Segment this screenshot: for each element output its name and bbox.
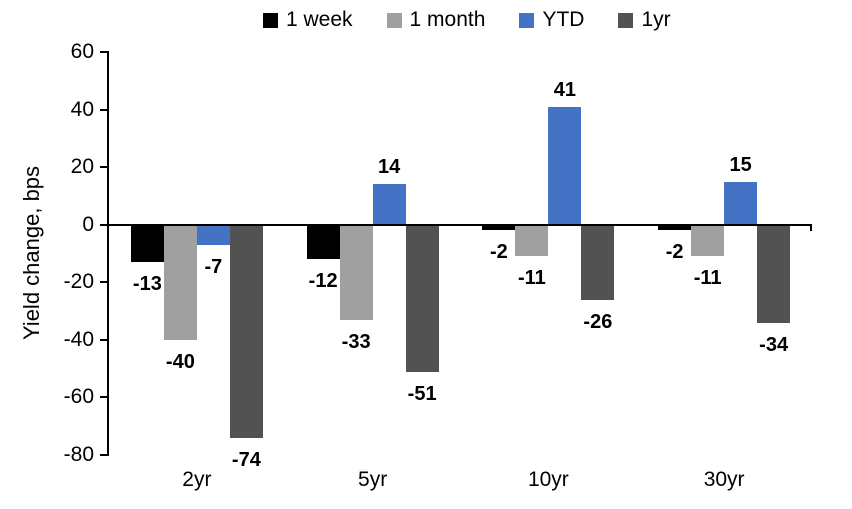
legend-label: 1 month: [409, 8, 486, 31]
bar-value-label: -2: [489, 241, 508, 264]
chart-legend: 1 week 1 month YTD 1yr: [263, 8, 671, 32]
bar-value-label: -11: [517, 267, 546, 290]
bar-value-label: -7: [204, 255, 223, 278]
y-tick-label: 0: [82, 212, 94, 236]
legend-label: 1 week: [286, 8, 353, 31]
y-tick-label: 60: [70, 40, 94, 63]
legend-label: YTD: [542, 8, 585, 31]
x-axis-category-label: 5yr: [358, 468, 388, 491]
y-axis-line: [107, 52, 109, 455]
bar-value-label: -13: [132, 273, 162, 296]
y-tick-label: -20: [63, 270, 94, 294]
y-tick-mark: [100, 396, 109, 399]
bar-value-label: 14: [378, 156, 401, 179]
legend-item: 1 month: [386, 8, 486, 32]
bar-value-label: -51: [407, 382, 437, 405]
bar-1-week-10yr: [482, 224, 516, 231]
bar-1-week-5yr: [306, 224, 340, 260]
y-axis-title: Yield change, bps: [19, 165, 44, 341]
bar-value-label: -12: [308, 270, 338, 293]
bar-YTD-5yr: [372, 184, 406, 225]
bar-1yr-30yr: [757, 224, 791, 323]
y-tick-mark: [100, 454, 109, 456]
legend-swatch-icon: [519, 12, 535, 28]
y-tick-label: -40: [63, 327, 94, 351]
y-tick-mark: [100, 338, 109, 341]
bar-1-week-30yr: [658, 224, 692, 231]
y-tick-mark: [100, 166, 109, 169]
bar-1-week-2yr: [130, 224, 164, 263]
bar-YTD-10yr: [548, 106, 582, 225]
zero-axis-line: [107, 223, 812, 226]
legend-swatch-icon: [618, 12, 634, 28]
x-axis-category-label: 30yr: [703, 468, 745, 491]
legend-item: 1 week: [263, 8, 353, 32]
bar-1-month-2yr: [163, 224, 197, 340]
y-tick-mark: [100, 51, 109, 53]
bar-1-month-30yr: [691, 224, 725, 257]
bar-value-label: -34: [759, 333, 789, 356]
legend-swatch-icon: [263, 12, 278, 28]
bar-value-label: -40: [165, 350, 195, 373]
legend-swatch-icon: [386, 12, 402, 28]
legend-label: 1yr: [641, 8, 671, 31]
bar-value-label: -11: [693, 267, 722, 290]
y-tick-label: -80: [63, 443, 94, 466]
y-tick-label: 40: [70, 97, 94, 121]
bar-value-label: -26: [583, 310, 613, 333]
y-tick-mark: [100, 108, 109, 111]
bar-YTD-2yr: [196, 224, 230, 245]
x-axis-end-tick: [810, 225, 812, 231]
y-tick-label: 20: [70, 155, 94, 179]
y-tick-label: -60: [63, 385, 94, 409]
bar-1-month-5yr: [339, 224, 373, 320]
bar-value-label: 41: [553, 78, 576, 101]
bar-1-month-10yr: [515, 224, 549, 257]
y-tick-mark: [100, 223, 109, 226]
bar-1yr-2yr: [229, 224, 263, 438]
bar-value-label: -2: [665, 241, 684, 264]
bar-1yr-5yr: [405, 224, 439, 372]
y-tick-mark: [100, 281, 109, 284]
x-axis-category-label: 10yr: [527, 468, 569, 491]
legend-item: YTD: [519, 8, 584, 32]
bar-value-label: -33: [341, 330, 371, 353]
bar-1yr-10yr: [581, 224, 615, 300]
legend-item: 1yr: [618, 8, 671, 32]
bar-value-label: 15: [729, 153, 752, 176]
x-axis-category-label: 2yr: [182, 468, 212, 491]
bar-value-label: -74: [231, 448, 261, 471]
bar-YTD-30yr: [724, 181, 758, 225]
